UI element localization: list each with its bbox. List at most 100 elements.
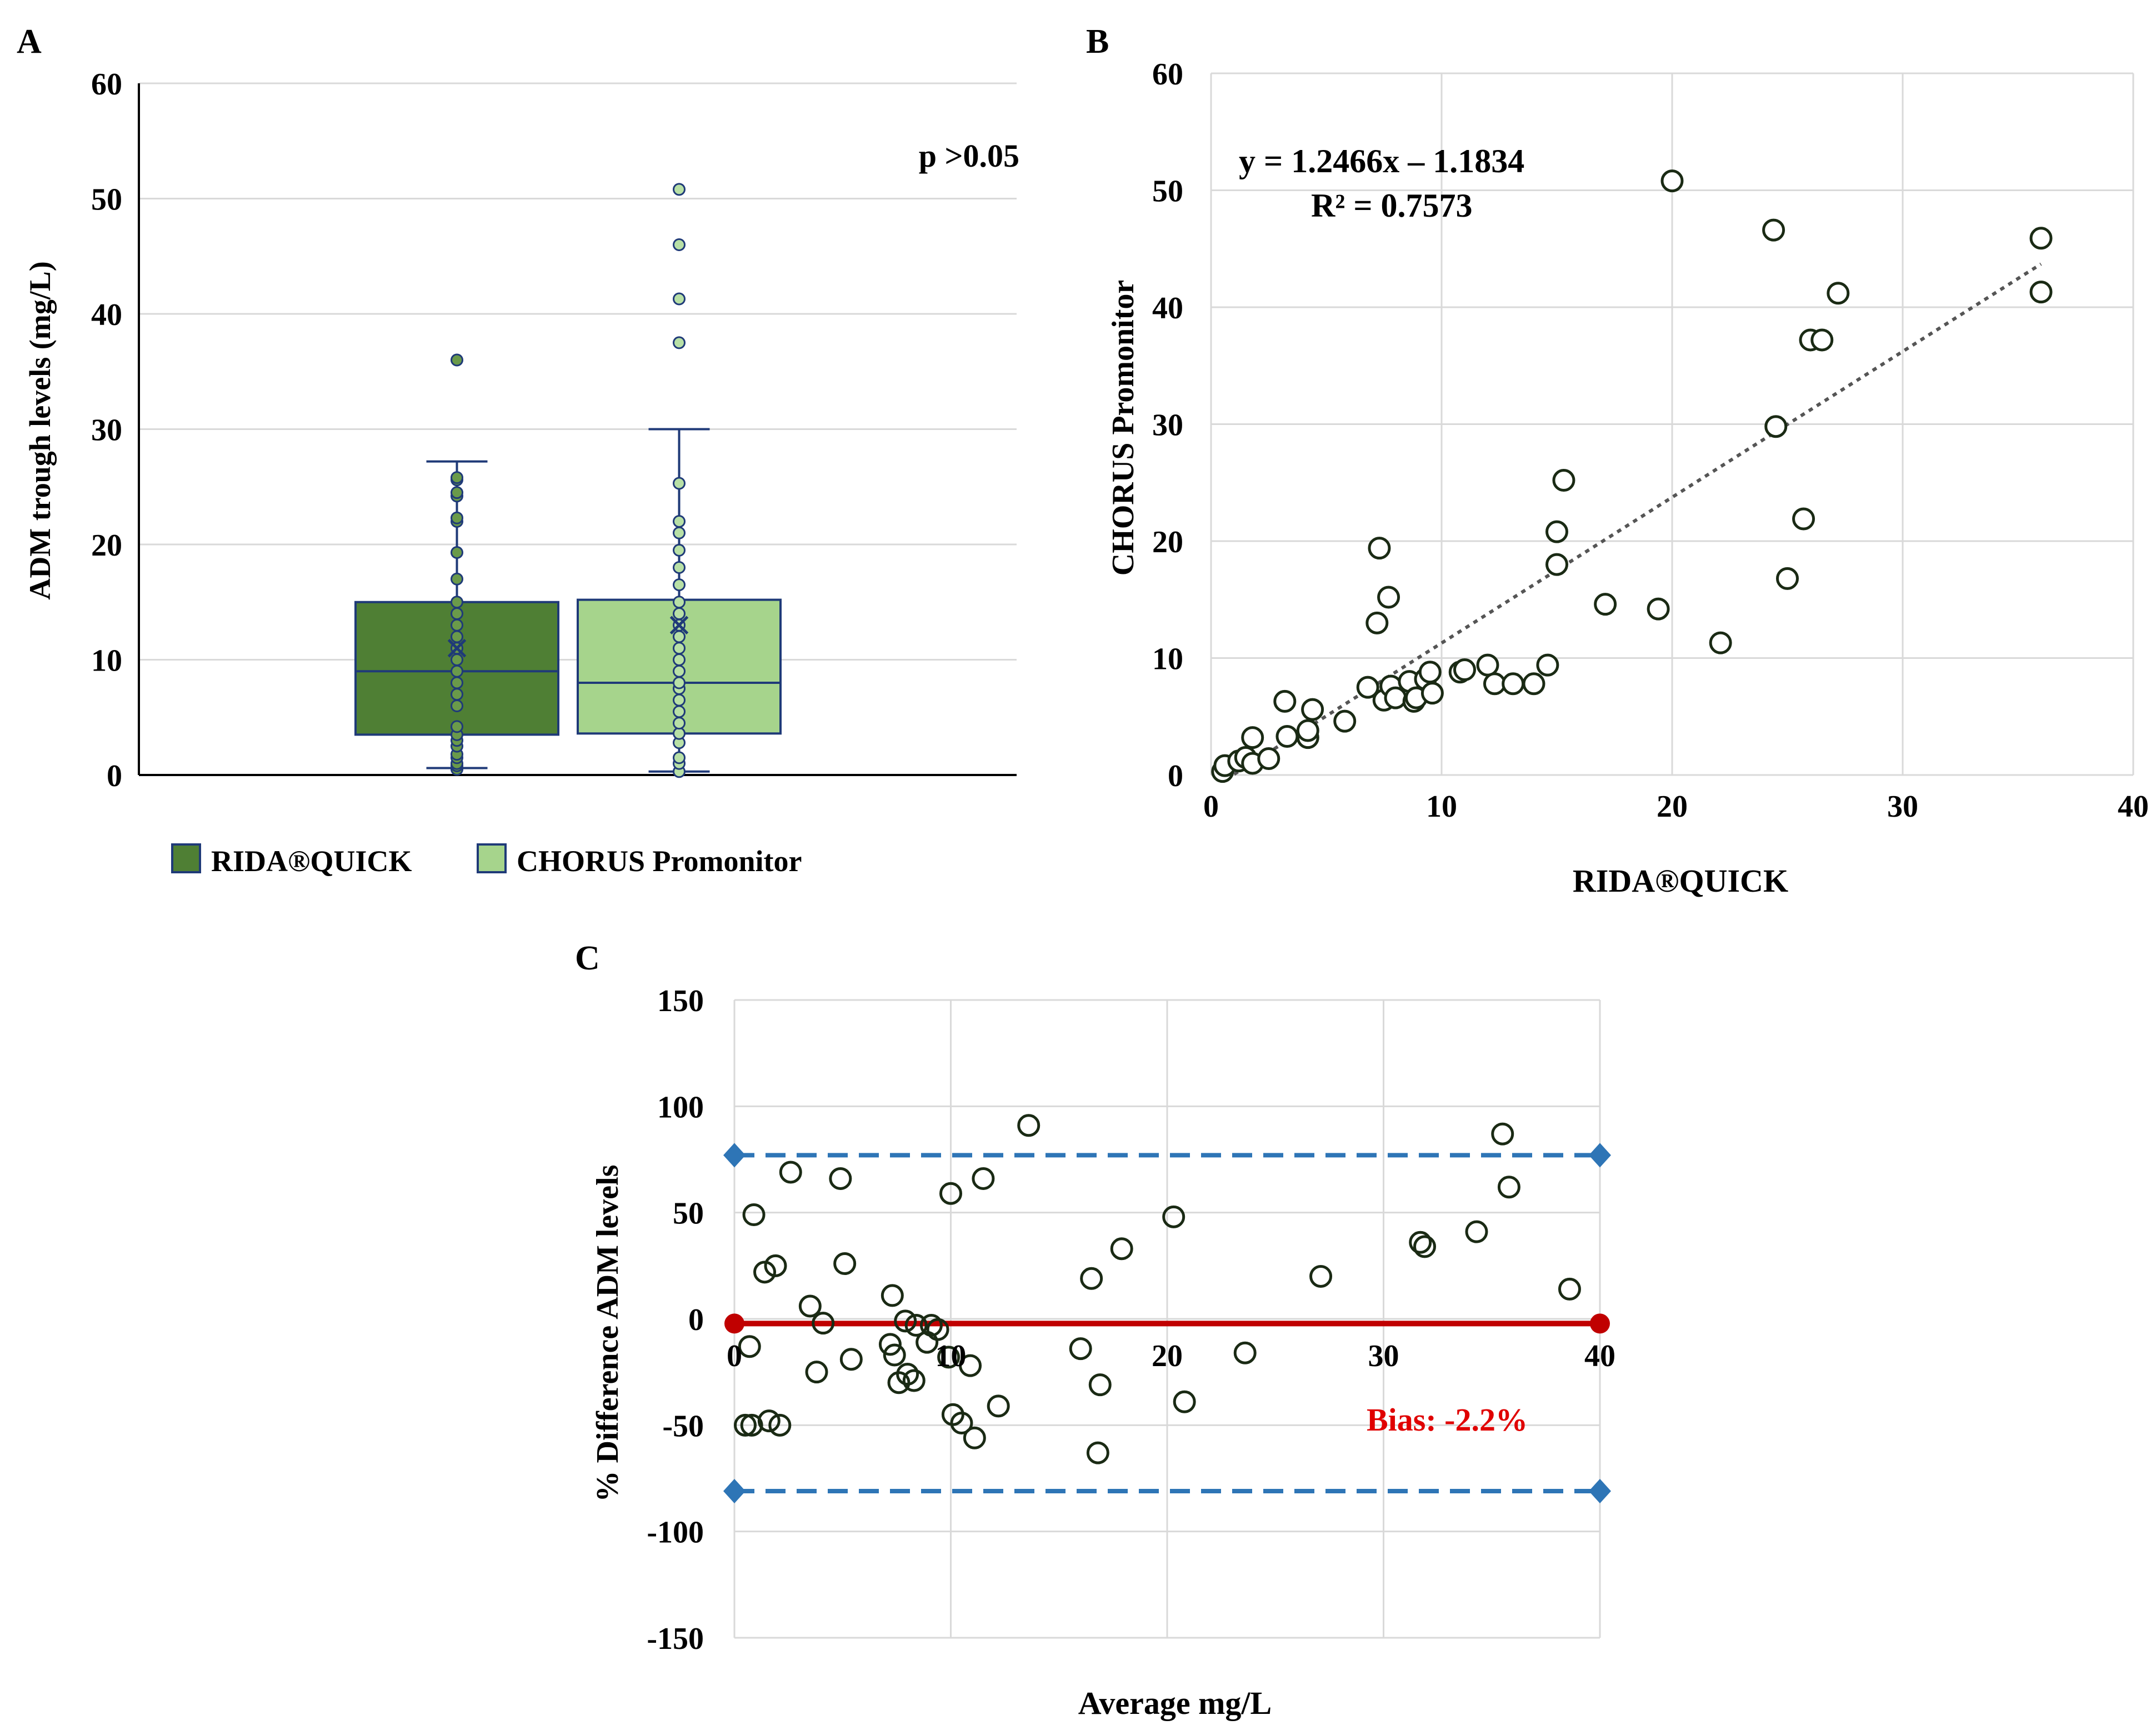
panel-a-y-tick-label: 0: [107, 759, 122, 793]
panel-c-point: [881, 1284, 904, 1307]
panel-c-x-tick-label: 30: [1368, 1339, 1399, 1373]
panel-b-x-axis-title: RIDA®QUICK: [1573, 863, 1788, 899]
panel-c-point: [959, 1354, 982, 1377]
panel-b-y-tick-label: 60: [1152, 57, 1183, 92]
panel-c-x-tick-labels: 0 10 20 30 40: [727, 1339, 1615, 1373]
panel-b-point: [1545, 520, 1568, 543]
panel-b-y-tick-label: 30: [1152, 408, 1183, 443]
panel-c-points: [733, 1114, 1581, 1464]
panel-b-point: [1453, 658, 1476, 682]
panel-b-point: [1365, 611, 1389, 634]
panel-b-y-tick-label: 10: [1152, 642, 1183, 677]
panel-c-point: [883, 1343, 906, 1367]
box-point: [451, 653, 463, 666]
panel-a-y-tick-label: 30: [91, 413, 122, 448]
panel-b-point: [1296, 719, 1319, 742]
panel-c-point: [839, 1348, 863, 1371]
panel-a-y-axis-title: ADM trough levels (mg/L): [23, 261, 57, 599]
box-point: [673, 526, 686, 539]
panel-b-point: [1384, 686, 1407, 709]
panel-a-y-tick-label: 20: [91, 528, 122, 563]
panel-c-point: [805, 1361, 828, 1384]
panel-c-point: [829, 1167, 852, 1190]
panel-c-point: [1080, 1267, 1103, 1290]
panel-b-point: [1660, 169, 1684, 193]
box-point: [673, 477, 686, 490]
panel-c-point: [764, 1254, 787, 1277]
panel-c-x-tick-label: 20: [1152, 1339, 1183, 1373]
box-point: [451, 353, 463, 367]
panel-c-point: [1409, 1231, 1432, 1254]
panel-b-point: [1502, 672, 1525, 696]
panel-c-point: [768, 1413, 792, 1437]
panel-c-point: [902, 1369, 926, 1392]
panel-c-point: [939, 1182, 962, 1205]
panel-c-point: [1465, 1220, 1488, 1243]
panel-b-x-tick-label: 0: [1203, 789, 1219, 824]
box-rida: [354, 353, 559, 776]
box-point: [673, 607, 686, 620]
panel-b-point: [1333, 709, 1357, 733]
panel-b-x-tick-label: 30: [1887, 789, 1918, 824]
panel-label-b: B: [1086, 23, 1109, 61]
panel-c-y-tick-label: -50: [662, 1409, 704, 1443]
panel-b-x-tick-labels: 0 10 20 30 40: [1203, 789, 2149, 824]
panel-b-point: [1536, 653, 1559, 677]
panel-c-point: [926, 1318, 949, 1341]
panel-b-y-tick-label: 50: [1152, 174, 1183, 209]
panel-b-point: [1273, 689, 1297, 713]
panel-c-loa-markers: [723, 1143, 1611, 1503]
panel-b-point: [1762, 218, 1785, 242]
panel-c-y-tick-label: 150: [657, 984, 704, 1018]
panel-c-point: [1497, 1176, 1520, 1199]
box-point: [451, 546, 463, 559]
panel-b-x-tick-label: 40: [2118, 789, 2149, 824]
panel-b-point: [1776, 567, 1799, 590]
box-point: [451, 607, 463, 620]
box-point: [451, 511, 463, 524]
box-point: [673, 596, 686, 609]
panel-c-point: [757, 1409, 781, 1433]
panel-b-y-tick-label: 40: [1152, 291, 1183, 326]
panel-c-bias-label: Bias: -2.2%: [1367, 1402, 1528, 1438]
panel-c-y-axis-title: % Difference ADM levels: [591, 1165, 625, 1502]
panel-c-point: [894, 1309, 917, 1333]
panel-c-point: [972, 1167, 995, 1190]
panel-c-point: [1491, 1122, 1514, 1146]
panel-c-point: [950, 1412, 973, 1435]
panel-c-point: [1309, 1264, 1333, 1288]
box-point: [673, 238, 686, 251]
box-point: [451, 699, 463, 712]
panel-c-point: [963, 1426, 986, 1449]
panel-c-point: [1413, 1235, 1437, 1258]
box-point: [451, 688, 463, 701]
panel-b-point: [1552, 469, 1575, 492]
panel-b-point: [1764, 415, 1788, 438]
box-point: [451, 630, 463, 643]
box-point: [451, 664, 463, 678]
legend-swatch-chorus: [477, 843, 507, 873]
box-point: [673, 676, 686, 689]
panel-c-point: [1069, 1337, 1092, 1361]
panel-b-point: [1594, 593, 1617, 616]
box-point: [673, 515, 686, 528]
panel-c-y-tick-label: 100: [657, 1090, 704, 1124]
box-mean-marker: [447, 638, 467, 658]
panel-b-point: [2029, 227, 2053, 250]
panel-b-point: [1792, 507, 1815, 531]
panel-c-y-tick-labels: -150 -100 -50 0 50 100 150: [647, 984, 704, 1656]
panel-c-x-tick-label: 0: [727, 1339, 742, 1373]
panel-b-point: [1545, 553, 1568, 576]
box-point: [673, 292, 686, 306]
legend-swatch-rida: [171, 843, 201, 873]
panel-c-bias-marker: [1590, 1313, 1610, 1334]
panel-c-point: [987, 1394, 1010, 1418]
panel-c-point: [1162, 1205, 1185, 1228]
box-point: [451, 676, 463, 689]
panel-a-y-tick-label: 60: [91, 67, 122, 102]
panel-b-point: [1241, 726, 1264, 749]
panel-c-bias-marker: [724, 1313, 744, 1334]
box-point: [673, 543, 686, 557]
panel-b-point: [1418, 661, 1442, 684]
legend-label-chorus: CHORUS Promonitor: [517, 844, 802, 878]
